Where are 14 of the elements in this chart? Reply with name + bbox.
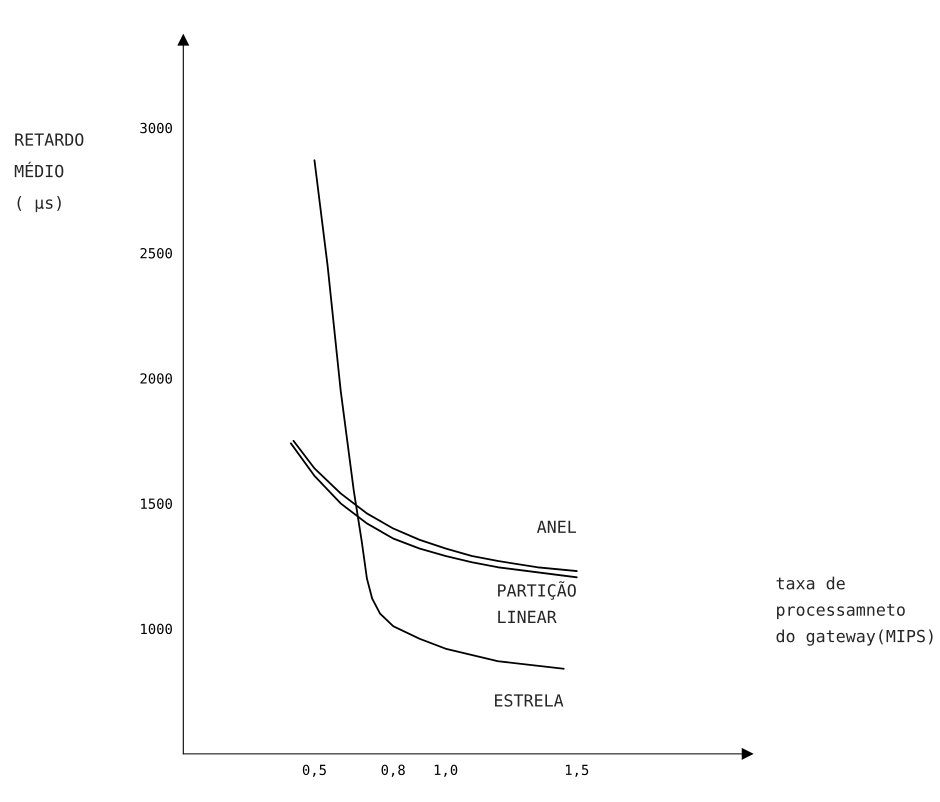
x-tick-label: 0,5 bbox=[302, 764, 326, 777]
y-axis-title: RETARDO MÉDIO ( µs) bbox=[14, 133, 84, 212]
x-axis-title: taxa de processamneto do gateway(MIPS) bbox=[776, 576, 933, 646]
x-tick-label: 0,8 bbox=[382, 764, 405, 777]
series-label: PARTIÇÃO LINEAR bbox=[498, 581, 576, 623]
y-tick-label: 1500 bbox=[141, 498, 172, 509]
x-tick-label: 1,5 bbox=[566, 764, 588, 777]
y-tick-label: 2000 bbox=[140, 373, 172, 384]
x-tick-label: 1,0 bbox=[434, 764, 458, 777]
series-label: ESTRELA bbox=[495, 694, 564, 707]
y-tick-label: 1000 bbox=[141, 624, 172, 634]
y-tick-label: 3000 bbox=[140, 122, 172, 134]
y-tick-label: 2500 bbox=[140, 248, 172, 258]
text: ANEL bbox=[536, 520, 576, 533]
